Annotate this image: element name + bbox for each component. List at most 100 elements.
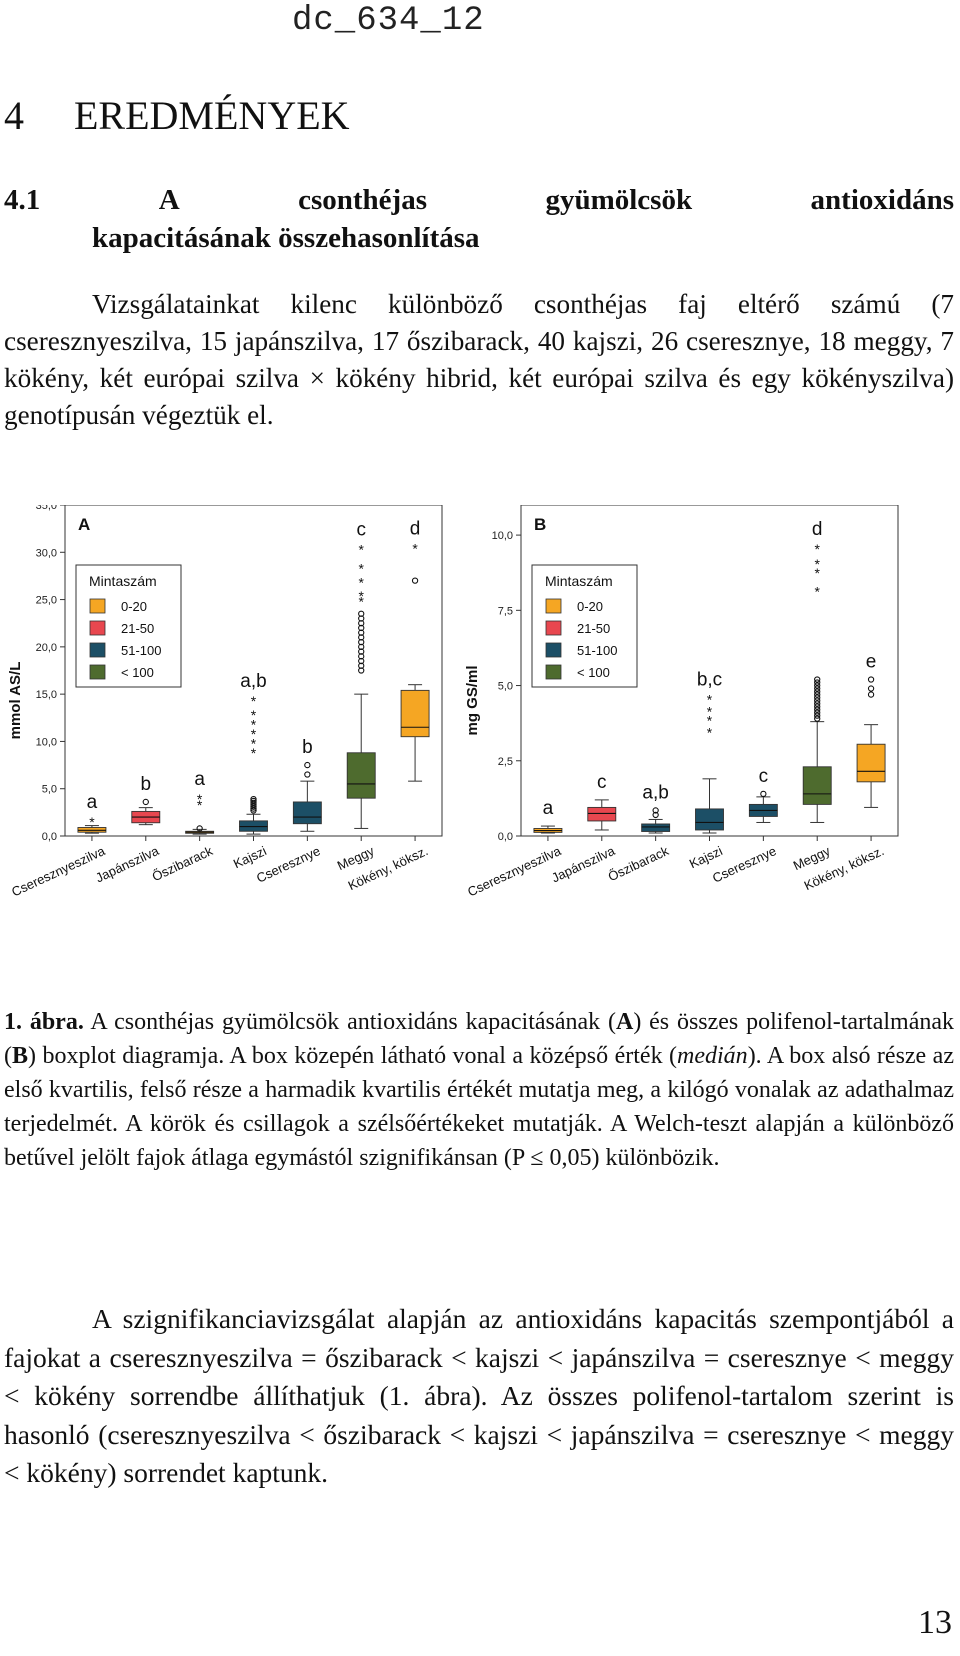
- outlier-circle: [814, 682, 821, 689]
- outlier-circle: [760, 790, 767, 798]
- significance-letter: c: [597, 772, 607, 793]
- outlier-star: *: [707, 725, 713, 741]
- intro-paragraph-text: Vizsgálatainkat kilenc különböző csonthé…: [4, 289, 954, 430]
- results-paragraph: A szignifikanciavizsgálat alapján az ant…: [4, 1300, 954, 1493]
- outlier-star: *: [251, 707, 257, 723]
- y-tick-label: 7,5: [498, 605, 513, 617]
- document-id: dc_634_12: [292, 2, 485, 40]
- y-tick-label: 10,0: [492, 530, 513, 542]
- section-word: gyümölcsök: [545, 184, 693, 216]
- legend-swatch: [89, 620, 106, 636]
- significance-letter: e: [866, 652, 877, 673]
- outlier-star: *: [358, 588, 364, 604]
- outlier-circle: [814, 706, 821, 713]
- outlier-star: *: [251, 693, 257, 709]
- box: [400, 689, 430, 738]
- box: [292, 801, 322, 825]
- outlier-star: *: [197, 791, 203, 807]
- box: [695, 808, 724, 831]
- outlier-star: *: [358, 560, 364, 576]
- chapter-number: 4: [4, 93, 24, 138]
- outlier-circle: [250, 795, 257, 803]
- x-tick-label: Őszibarack: [150, 843, 216, 884]
- outlier-circle: [814, 715, 821, 722]
- outlier-circle: [814, 679, 821, 686]
- y-axis-label: mg GS/ml: [464, 665, 481, 735]
- y-tick-label: 0,0: [498, 831, 513, 843]
- outlier-circle: [814, 700, 821, 707]
- outlier-star: *: [251, 735, 257, 751]
- panel-label: A: [78, 515, 90, 534]
- section-heading-line1: 4.1 A csonthéjas gyümölcsök antioxidáns: [4, 182, 954, 220]
- caption-bold-b: B: [12, 1043, 29, 1069]
- outlier-circle: [867, 685, 875, 692]
- outlier-circle: [358, 610, 365, 617]
- box: [856, 743, 886, 783]
- intro-paragraph: Vizsgálatainkat kilenc különböző csonthé…: [4, 286, 954, 434]
- outlier-star: *: [814, 583, 820, 599]
- outlier-star: *: [251, 745, 257, 761]
- y-tick-label: 20,0: [36, 642, 57, 654]
- significance-letter: b: [140, 774, 151, 795]
- legend-entry: 0-20: [121, 599, 147, 614]
- outlier-circle: [814, 703, 821, 710]
- outlier-circle: [250, 799, 257, 807]
- y-tick-label: 0,0: [42, 831, 57, 843]
- outlier-star: *: [412, 541, 418, 557]
- outlier-circle: [814, 697, 821, 704]
- significance-letter: c: [759, 766, 769, 787]
- legend-swatch: [545, 642, 562, 658]
- outlier-star: *: [358, 542, 364, 558]
- legend-swatch: [89, 642, 106, 658]
- caption-italic: medián: [677, 1043, 748, 1069]
- outlier-circle: [196, 825, 203, 832]
- boxplot-panel-a: 0,0 5,0 10,0 15,0 20,0 25,0 30,0 35,0 mmol AS/L A…: [7, 505, 443, 899]
- outlier-star: *: [251, 717, 257, 733]
- significance-letter: a,b: [642, 782, 668, 803]
- panel-label: B: [534, 515, 546, 534]
- outlier-circle: [250, 797, 257, 805]
- y-tick-label: 2,5: [498, 756, 513, 768]
- outlier-star: *: [707, 713, 713, 729]
- outlier-circle: [142, 798, 149, 806]
- significance-letter: a: [87, 792, 98, 813]
- significance-letter: b: [302, 737, 313, 758]
- outlier-star: *: [358, 575, 364, 591]
- section-word: antioxidáns: [810, 184, 954, 216]
- outlier-star: *: [89, 814, 95, 830]
- caption-text: ) és összes polifenol-tartalmának (: [4, 1009, 954, 1069]
- boxplot-figure: 0,0 5,0 10,0 15,0 20,0 25,0 30,0 35,0 mmol AS/L A…: [7, 505, 899, 899]
- y-axis-label: mmol AS/L: [7, 662, 24, 740]
- box: [802, 766, 832, 805]
- outlier-circle: [814, 688, 821, 695]
- caption-text: ) boxplot diagramja. A box közepén látha…: [28, 1043, 678, 1069]
- section-word: A: [158, 184, 180, 216]
- outlier-circle: [814, 691, 821, 698]
- y-tick-label: 30,0: [36, 547, 57, 559]
- significance-letter: b,c: [697, 670, 722, 691]
- y-tick-label: 35,0: [36, 505, 57, 512]
- legend-swatch: [545, 664, 562, 680]
- outlier-circle: [304, 771, 311, 778]
- legend-swatch: [89, 598, 106, 614]
- significance-letter: c: [356, 520, 366, 541]
- section-heading: 4.1 A csonthéjas gyümölcsök antioxidáns …: [4, 182, 954, 257]
- significance-letter: a,b: [240, 671, 266, 692]
- section-heading-line2: kapacitásának összehasonlítása: [92, 221, 480, 254]
- legend-entry: 0-20: [577, 599, 603, 614]
- significance-letter: d: [812, 519, 823, 540]
- caption-bold-a: A: [615, 1009, 634, 1035]
- outlier-circle: [814, 712, 821, 719]
- outlier-circle: [652, 811, 659, 819]
- section-word: csonthéjas: [298, 184, 427, 216]
- caption-text: ). A box alsó része az első kvartilis, f…: [4, 1043, 954, 1171]
- significance-letter: d: [410, 519, 421, 540]
- legend-entry: < 100: [121, 665, 154, 680]
- caption-label: 1. ábra.: [4, 1009, 84, 1035]
- y-tick-label: 5,0: [498, 681, 513, 693]
- outlier-circle: [867, 691, 875, 698]
- box: [346, 752, 376, 799]
- boxplot-panel-b: 0,0 2,5 5,0 7,5 10,0 mg GS/ml B Mintaszám 0-20 21…: [464, 505, 899, 899]
- outlier-circle: [814, 694, 821, 701]
- outlier-circle: [867, 676, 875, 683]
